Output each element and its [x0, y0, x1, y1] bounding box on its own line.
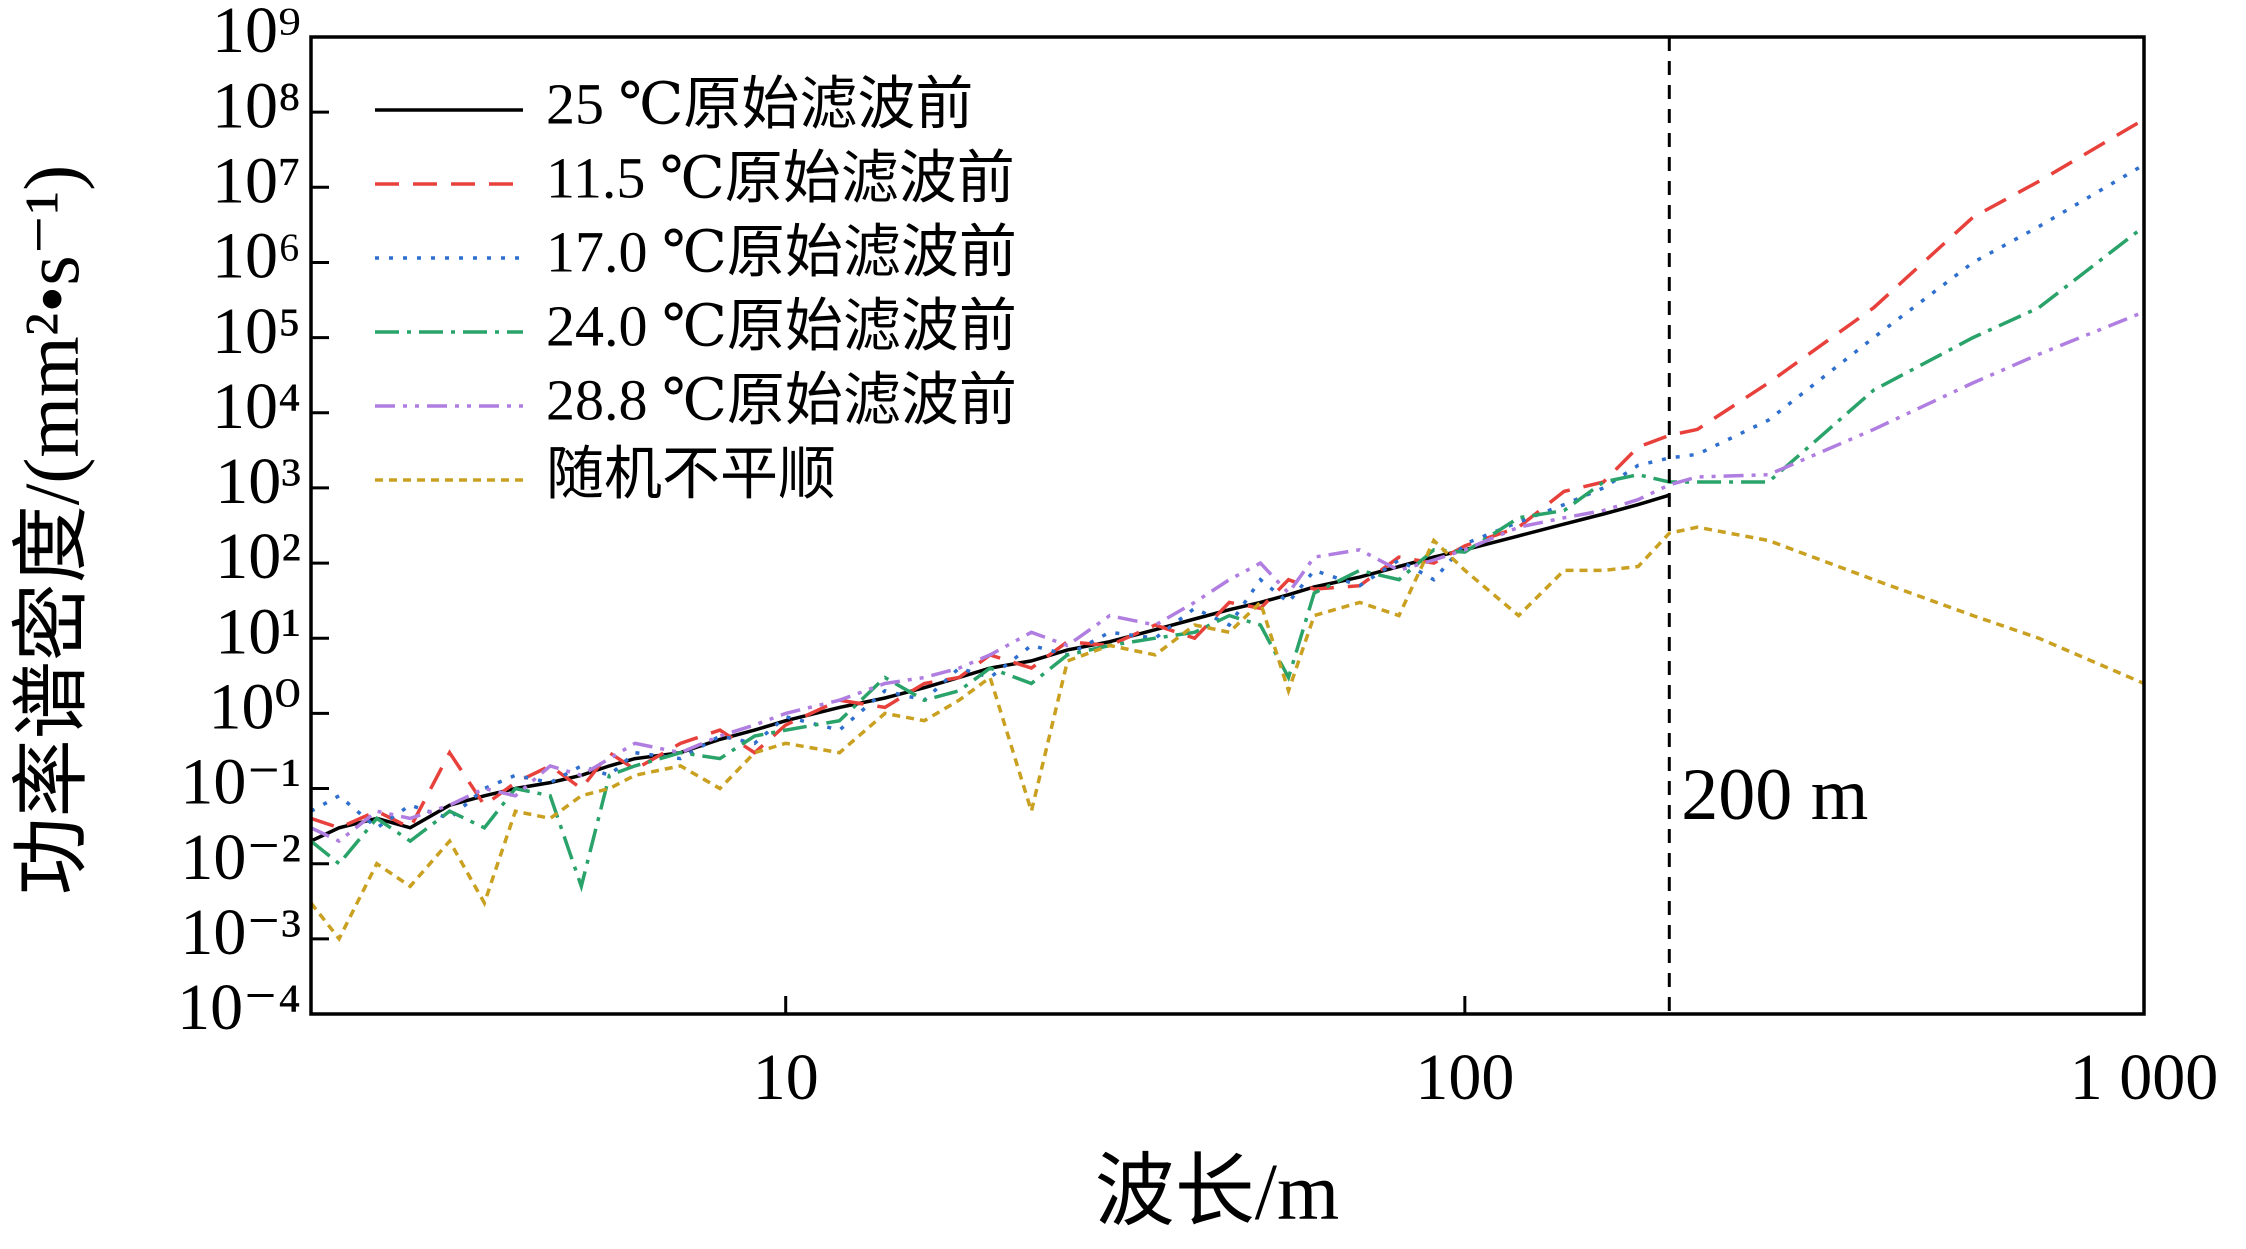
y-tick-label: 10⁰ [209, 671, 301, 744]
plot-frame [309, 35, 2146, 1016]
series-line [311, 225, 2144, 893]
y-tick-label: 10⁴ [212, 370, 301, 443]
legend-label: 28.8 ℃原始滤波前 [546, 367, 1017, 432]
x-tick-label: 10 [753, 1041, 819, 1114]
series-line [311, 117, 2144, 831]
series-line [311, 493, 1670, 843]
y-axis-label: 功率谱密度/(mm²•s⁻¹) [8, 165, 95, 896]
x-tick-label: 1 000 [2070, 1041, 2219, 1114]
legend-label: 17.0 ℃原始滤波前 [546, 219, 1017, 284]
legend-label: 24.0 ℃原始滤波前 [546, 293, 1017, 358]
y-tick-label: 10⁻⁴ [177, 971, 301, 1044]
y-tick-label: 10² [215, 520, 301, 593]
y-tick-label: 10⁶ [212, 220, 301, 293]
y-tick-label: 10⁻¹ [180, 746, 301, 819]
x-axis-label: 波长/m [1095, 1148, 1339, 1236]
y-tick-label: 10⁵ [212, 295, 301, 368]
y-tick-label: 10⁹ [212, 0, 301, 67]
series-line [311, 525, 2144, 943]
y-tick-label: 10³ [215, 445, 301, 518]
reference-label: 200 m [1681, 754, 1868, 836]
legend-label: 11.5 ℃原始滤波前 [546, 145, 1015, 210]
legend-label: 25 ℃原始滤波前 [546, 71, 973, 136]
series-line [311, 310, 2144, 844]
y-tick-label: 10¹ [215, 595, 301, 668]
legend-label: 随机不平顺 [546, 441, 836, 506]
x-tick-label: 100 [1415, 1041, 1514, 1114]
y-tick-label: 10⁻³ [180, 896, 301, 969]
y-tick-label: 10⁻² [180, 821, 301, 894]
y-tick-label: 10⁷ [212, 144, 301, 217]
y-tick-label: 10⁸ [212, 69, 301, 142]
